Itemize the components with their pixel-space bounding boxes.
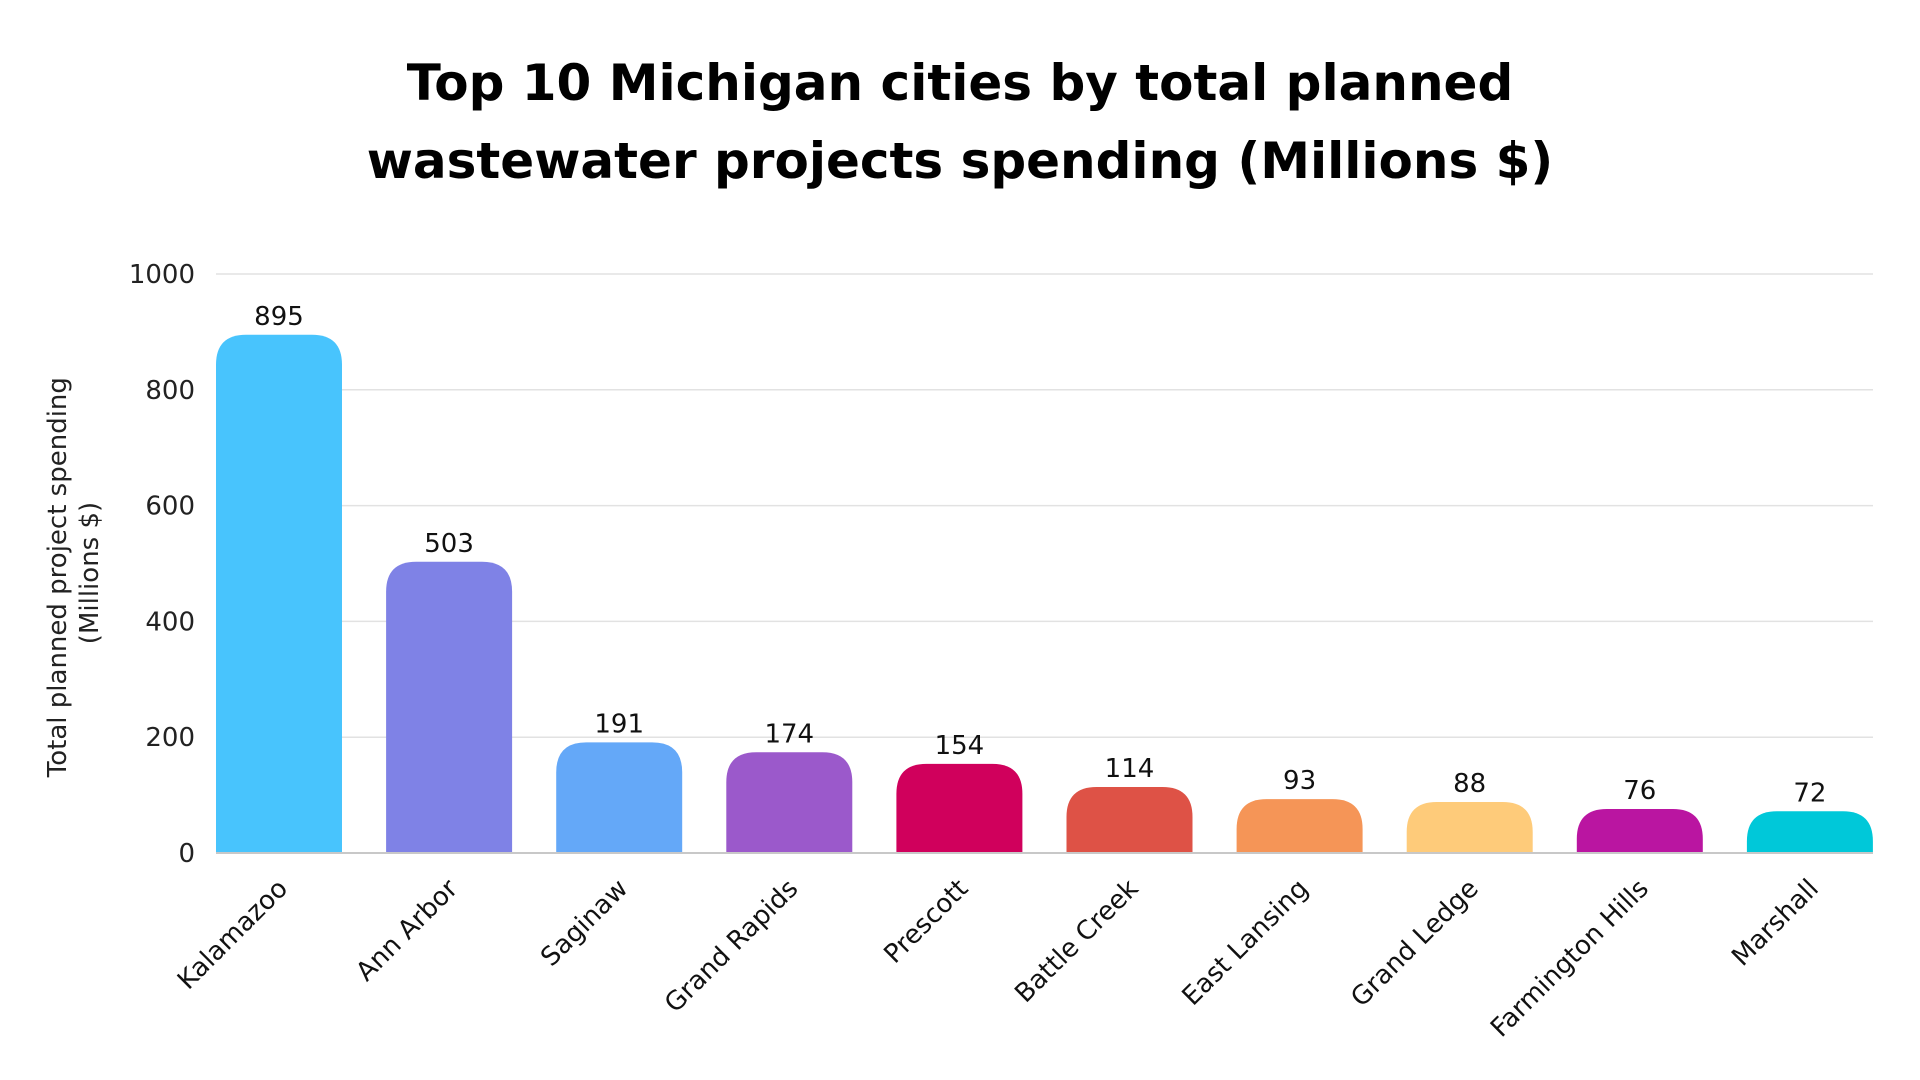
bar-grand-rapids xyxy=(726,752,853,853)
data-label: 72 xyxy=(1793,778,1826,808)
x-tick-label: Ann Arbor xyxy=(350,874,464,988)
chart-title-line-2: wastewater projects spending (Millions $… xyxy=(366,132,1554,190)
y-axis-ticks: 0 200 400 600 800 1000 xyxy=(129,260,195,869)
y-tick-label: 1000 xyxy=(129,260,195,290)
data-label: 76 xyxy=(1623,776,1656,806)
y-tick-label: 0 xyxy=(178,839,195,869)
data-label: 191 xyxy=(594,709,644,739)
y-axis-title-line-2: (Millions $) xyxy=(75,502,105,644)
bar-prescott xyxy=(896,763,1023,853)
data-label: 88 xyxy=(1453,769,1486,799)
chart-title-line-1: Top 10 Michigan cities by total planned xyxy=(406,54,1514,112)
x-tick-label: Marshall xyxy=(1726,874,1825,973)
y-tick-label: 800 xyxy=(145,376,195,406)
bar-east-lansing xyxy=(1236,799,1363,853)
x-tick-label: Prescott xyxy=(879,874,975,970)
data-label: 114 xyxy=(1105,754,1155,784)
bars xyxy=(216,334,1873,853)
bar-saginaw xyxy=(556,742,683,853)
data-label: 93 xyxy=(1283,766,1316,796)
x-tick-label: Saginaw xyxy=(535,874,634,973)
data-labels: 895 503 191 174 154 114 93 88 76 72 xyxy=(254,302,1826,809)
x-tick-label: Farmington Hills xyxy=(1485,874,1655,1044)
x-tick-label: East Lansing xyxy=(1177,874,1315,1012)
x-tick-label: Battle Creek xyxy=(1009,874,1144,1009)
bar-farmington-hills xyxy=(1576,808,1703,853)
bar-kalamazoo xyxy=(216,334,342,853)
y-tick-label: 200 xyxy=(145,723,195,753)
x-tick-label: Grand Ledge xyxy=(1345,874,1484,1013)
data-label: 503 xyxy=(424,529,474,559)
bar-ann-arbor xyxy=(386,561,513,853)
x-tick-label: Grand Rapids xyxy=(659,874,804,1019)
y-tick-label: 600 xyxy=(145,492,195,522)
data-label: 154 xyxy=(935,731,985,761)
y-axis-title: Total planned project spending (Millions… xyxy=(43,369,105,778)
y-tick-label: 400 xyxy=(145,607,195,637)
bar-marshall xyxy=(1746,811,1873,853)
data-label: 895 xyxy=(254,302,304,332)
x-axis-labels: Kalamazoo Ann Arbor Saginaw Grand Rapids Pre… xyxy=(172,874,1825,1044)
x-tick-label: Kalamazoo xyxy=(172,874,294,996)
chart-title: Top 10 Michigan cities by total planned … xyxy=(0,44,1920,200)
y-axis-title-line-1: Total planned project spending xyxy=(43,377,73,778)
data-label: 174 xyxy=(764,719,814,749)
bar-grand-ledge xyxy=(1406,802,1533,853)
bar-battle-creek xyxy=(1066,786,1193,853)
